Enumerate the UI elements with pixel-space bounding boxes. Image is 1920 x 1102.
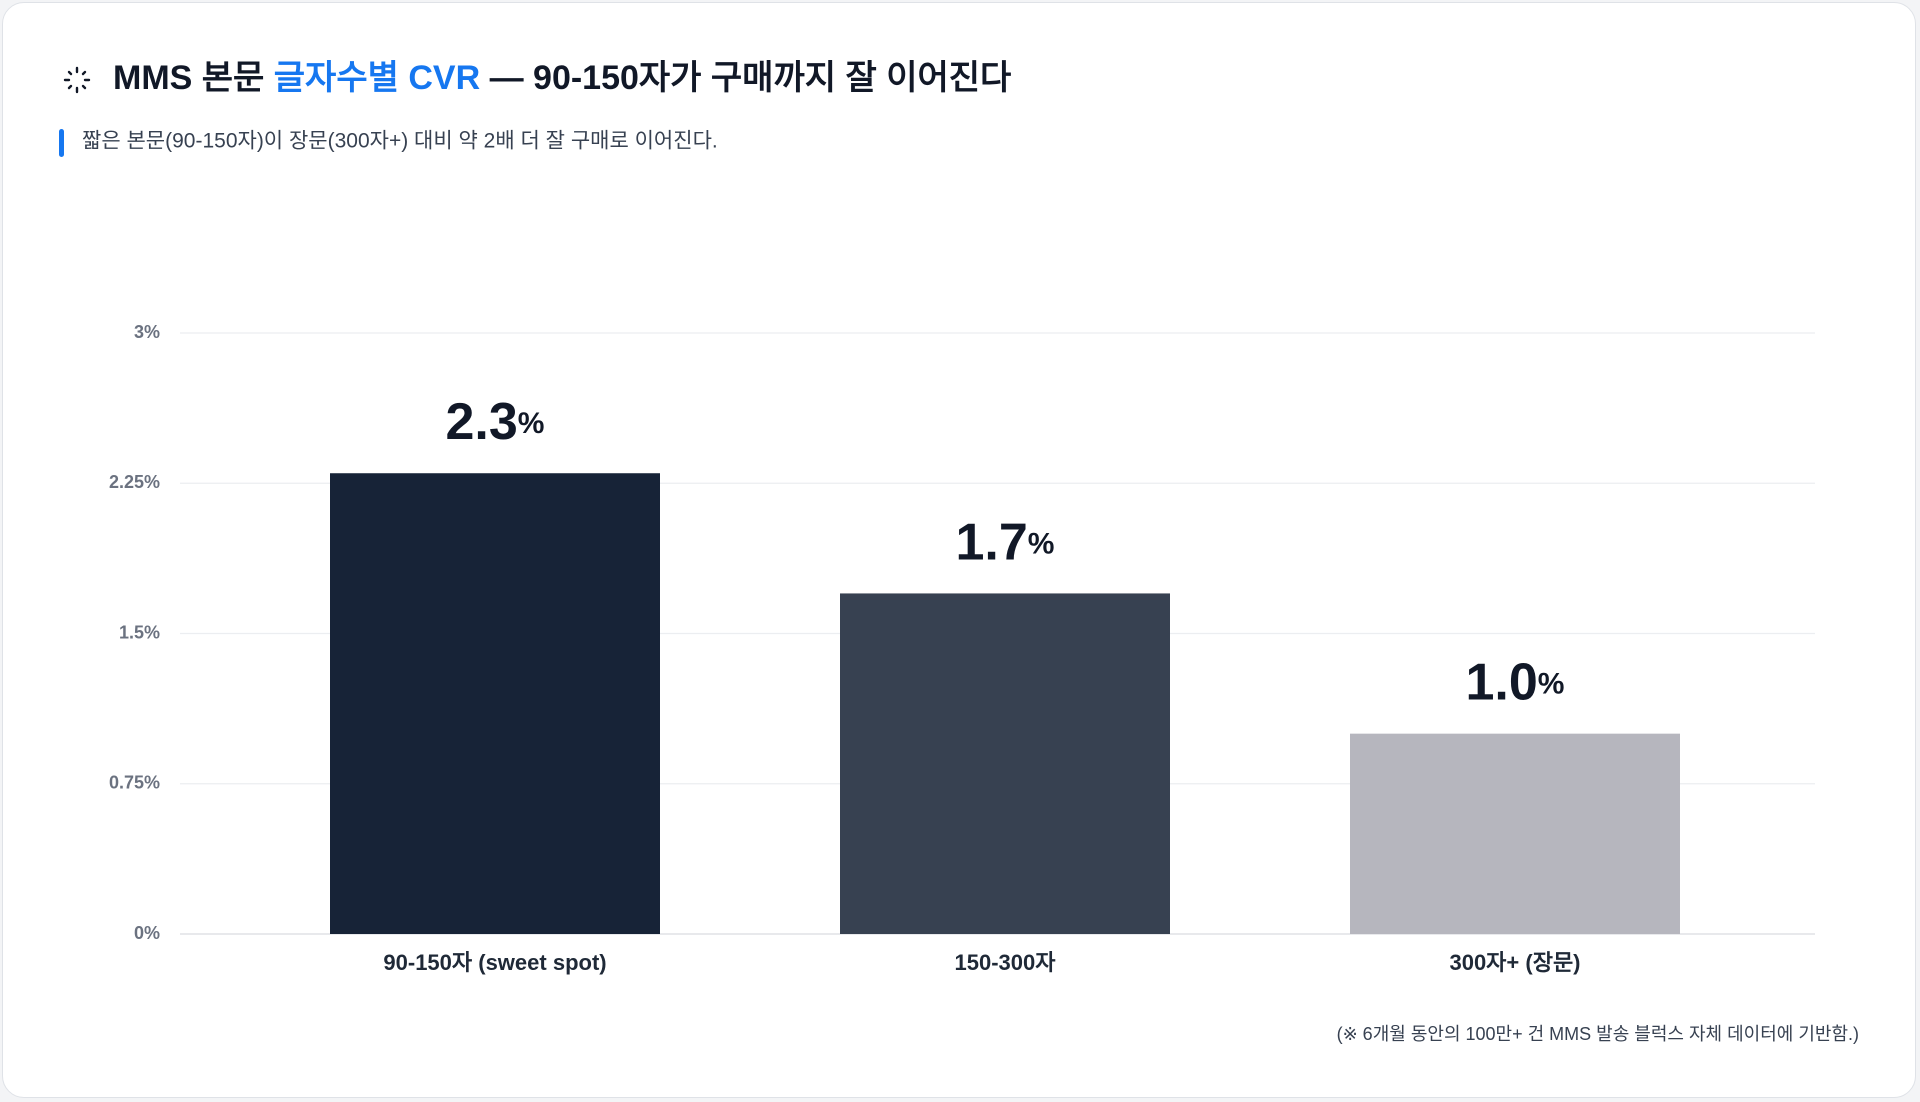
title-suffix: — 90-150자가 구매까지 잘 이어진다 (480, 59, 1011, 97)
value-number: 1.7 (956, 513, 1028, 571)
value-number: 2.3 (446, 393, 518, 451)
value-label: 1.0% (1466, 653, 1565, 711)
value-unit: % (518, 407, 545, 440)
title-highlight: 글자수별 CVR (274, 59, 480, 97)
y-tick-label: 1.5% (119, 622, 160, 642)
subtitle-accent (59, 129, 64, 157)
title-prefix: MMS 본문 (113, 59, 274, 97)
value-label: 1.7% (956, 513, 1055, 571)
title-icon (63, 66, 91, 94)
bar (330, 473, 660, 934)
x-tick-label: 90-150자 (sweet spot) (383, 950, 606, 975)
footnote: (※ 6개월 동안의 100만+ 건 MMS 발송 블럭스 자체 데이터에 기반… (1337, 1024, 1859, 1044)
bar (1350, 733, 1680, 934)
chart-subtitle: 짧은 본문(90-150자)이 장문(300자+) 대비 약 2배 더 잘 구매… (82, 130, 718, 153)
x-tick-label: 150-300자 (955, 950, 1057, 975)
y-tick-label: 2.25% (109, 472, 160, 492)
value-label: 2.3% (446, 393, 545, 451)
bar (840, 593, 1170, 934)
value-unit: % (1028, 527, 1055, 560)
value-number: 1.0 (1466, 653, 1538, 711)
y-tick-label: 0.75% (109, 773, 160, 793)
chart-title: MMS 본문 글자수별 CVR — 90-150자가 구매까지 잘 이어진다 (113, 59, 1011, 97)
x-tick-label: 300자+ (장문) (1449, 950, 1580, 975)
y-tick-label: 0% (134, 923, 160, 943)
value-unit: % (1538, 668, 1565, 701)
y-tick-label: 3% (134, 322, 160, 342)
